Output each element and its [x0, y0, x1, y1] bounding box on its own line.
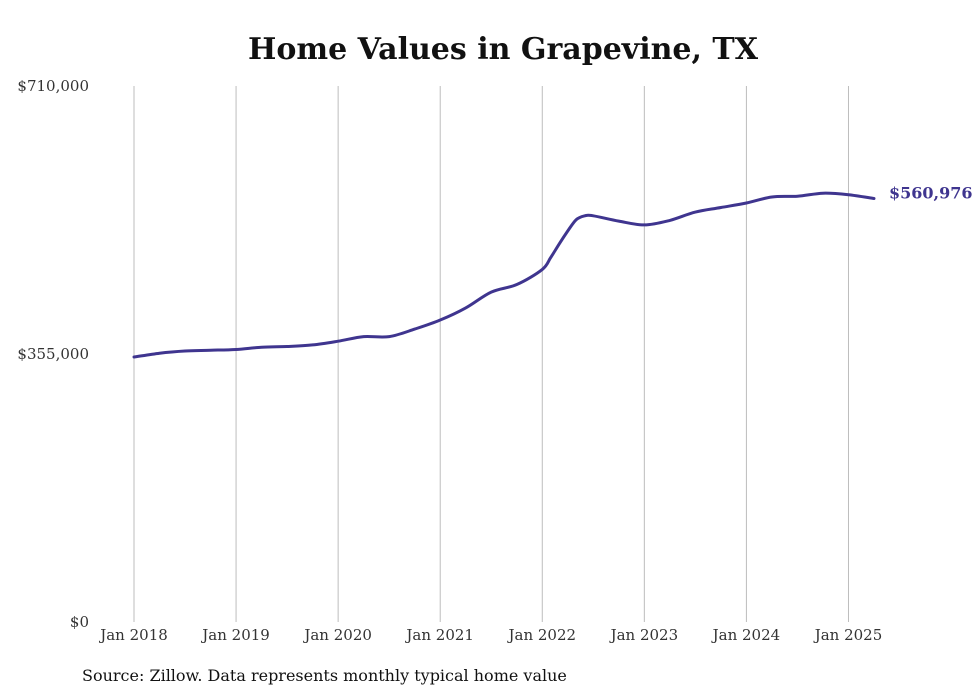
x-tick-label: Jan 2025 [813, 626, 883, 644]
data-point [847, 193, 850, 196]
data-point [770, 195, 773, 198]
y-tick-label: $355,000 [17, 345, 89, 363]
x-tick-label: Jan 2018 [98, 626, 168, 644]
data-point [873, 197, 876, 200]
data-point [719, 206, 722, 209]
data-point [311, 343, 314, 346]
data-point [549, 256, 552, 259]
data-point [617, 220, 620, 223]
x-axis-ticks: Jan 2018 Jan 2019 Jan 2020 Jan 2021 Jan 2022… [98, 626, 882, 644]
gridlines [133, 86, 849, 622]
data-point [388, 335, 391, 338]
data-point [209, 349, 212, 352]
y-axis-ticks: $0 $355,000 $710,000 [17, 77, 89, 631]
y-tick-label: $0 [70, 613, 89, 631]
data-point [515, 283, 518, 286]
x-tick-label: Jan 2020 [302, 626, 372, 644]
data-point [566, 229, 569, 232]
data-point [821, 192, 824, 195]
data-point [583, 214, 586, 217]
data-point [286, 345, 289, 348]
data-point [337, 340, 340, 343]
data-point [413, 328, 416, 331]
y-tick-label: $710,000 [17, 77, 89, 95]
data-point [362, 335, 365, 338]
x-tick-label: Jan 2019 [200, 626, 270, 644]
data-point [745, 202, 748, 205]
end-value-label: $560,976 [889, 184, 973, 203]
data-point [796, 195, 799, 198]
data-point [592, 214, 595, 217]
data-point [158, 352, 161, 355]
series-layer: $560,976 [132, 184, 973, 359]
x-tick-label: Jan 2021 [404, 626, 474, 644]
data-point [541, 268, 544, 271]
data-point [235, 348, 238, 351]
data-point [439, 319, 442, 322]
source-note: Source: Zillow. Data represents monthly … [82, 666, 567, 685]
x-tick-label: Jan 2023 [609, 626, 679, 644]
x-tick-label: Jan 2022 [506, 626, 576, 644]
data-point [184, 349, 187, 352]
data-point [464, 306, 467, 309]
chart-title: Home Values in Grapevine, TX [248, 32, 759, 67]
data-point [575, 218, 578, 221]
data-point [643, 223, 646, 226]
data-point [490, 291, 493, 294]
data-point [668, 219, 671, 222]
series-line-0 [132, 191, 876, 359]
data-point [558, 242, 561, 245]
data-point [694, 211, 697, 214]
x-tick-label: Jan 2024 [711, 626, 781, 644]
data-point [260, 346, 263, 349]
data-point [133, 356, 136, 359]
